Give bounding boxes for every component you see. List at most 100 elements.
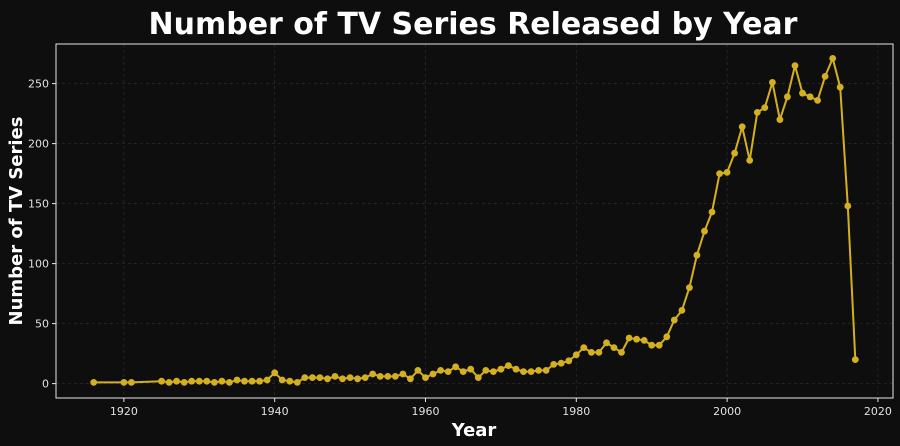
data-point <box>256 377 263 385</box>
data-point <box>429 370 437 378</box>
data-point <box>753 109 761 116</box>
axis-ticks: 1920 1940 1960 1980 2000 2020 0 50 100 150 200 250 <box>28 78 892 418</box>
data-point <box>437 367 444 374</box>
data-point <box>769 79 776 86</box>
data-point <box>731 149 738 157</box>
data-point <box>444 368 452 375</box>
data-point <box>414 367 422 374</box>
data-point <box>354 375 361 383</box>
data-point <box>633 335 640 343</box>
data-point <box>505 362 512 369</box>
data-point <box>693 251 701 259</box>
data-point <box>158 377 166 385</box>
data-point <box>844 202 852 210</box>
data-point <box>829 55 837 62</box>
data-point <box>165 379 173 386</box>
data-point <box>218 377 226 385</box>
data-point <box>572 351 580 359</box>
data-point <box>625 334 633 342</box>
data-point <box>701 227 708 235</box>
data-point <box>316 374 324 381</box>
data-point <box>271 369 279 377</box>
data-point <box>595 349 603 356</box>
data-point <box>497 365 505 373</box>
data-point <box>407 375 414 383</box>
x-tick-label: 1920 <box>110 405 138 418</box>
data-point <box>490 368 497 375</box>
data-point <box>203 377 211 385</box>
series-line <box>93 55 857 384</box>
data-point <box>806 93 814 101</box>
data-point <box>746 157 754 164</box>
data-point <box>557 359 565 367</box>
data-point <box>211 379 218 386</box>
x-tick-label: 2000 <box>713 405 741 418</box>
y-tick-label: 200 <box>28 138 49 151</box>
x-tick-label: 2020 <box>864 405 892 418</box>
data-points <box>90 55 859 386</box>
data-point <box>180 379 188 386</box>
data-point <box>610 344 618 351</box>
data-point <box>640 337 648 344</box>
data-point <box>542 367 550 374</box>
data-point <box>467 365 475 373</box>
data-point <box>376 373 384 380</box>
data-point <box>241 377 248 385</box>
x-tick-label: 1960 <box>411 405 439 418</box>
y-tick-label: 50 <box>35 318 49 331</box>
data-point <box>836 83 844 91</box>
data-point <box>293 379 301 386</box>
data-point <box>686 284 693 291</box>
data-point <box>618 349 625 356</box>
data-point <box>821 73 829 80</box>
x-axis-label: Year <box>451 420 497 441</box>
y-tick-label: 250 <box>28 78 49 91</box>
data-point <box>384 373 392 380</box>
data-point <box>761 104 769 111</box>
data-point <box>512 365 520 373</box>
data-point <box>391 373 399 380</box>
data-point <box>339 375 346 383</box>
data-point <box>263 376 271 384</box>
data-point <box>331 373 339 380</box>
data-point <box>120 379 128 386</box>
data-point <box>814 97 821 104</box>
data-point <box>399 370 407 378</box>
data-point <box>603 339 610 347</box>
data-point <box>738 123 746 131</box>
data-point <box>188 377 196 385</box>
data-point <box>233 376 241 384</box>
data-point <box>535 367 542 374</box>
data-point <box>520 368 527 375</box>
data-point <box>527 368 535 375</box>
data-point <box>678 307 686 314</box>
data-point <box>588 349 595 356</box>
y-axis-label: Number of TV Series <box>6 117 27 326</box>
grid <box>56 44 893 398</box>
data-point <box>648 341 656 349</box>
data-point <box>716 170 723 178</box>
data-point <box>474 374 482 381</box>
data-point <box>791 62 799 69</box>
data-point <box>361 374 369 381</box>
data-point <box>90 379 98 386</box>
data-point <box>173 377 181 385</box>
plot-frame <box>55 43 894 399</box>
y-tick-label: 0 <box>42 378 49 391</box>
data-point <box>309 374 316 381</box>
data-point <box>369 370 377 378</box>
data-point <box>565 357 573 365</box>
data-point <box>655 341 663 349</box>
data-point <box>422 374 429 381</box>
data-point <box>784 93 791 101</box>
data-point <box>851 356 859 363</box>
data-point <box>452 363 459 371</box>
chart-title: Number of TV Series Released by Year <box>149 7 798 42</box>
y-tick-label: 100 <box>28 258 49 271</box>
data-point <box>127 379 135 386</box>
data-point <box>580 344 588 351</box>
data-point <box>799 89 806 97</box>
y-tick-label: 150 <box>28 198 49 211</box>
